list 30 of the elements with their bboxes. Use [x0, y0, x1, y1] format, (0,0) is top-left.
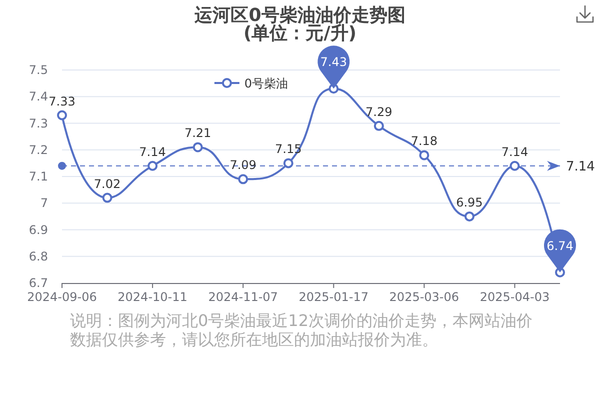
x-tick-label: 2024-10-11 — [118, 290, 188, 304]
y-tick-label: 7.2 — [28, 142, 48, 157]
x-tick-label: 2025-01-17 — [298, 290, 368, 304]
x-tick-label: 2025-03-06 — [389, 290, 460, 304]
y-tick-label: 7 — [40, 196, 48, 210]
y-tick-label: 6.7 — [28, 276, 48, 290]
data-label: 7.02 — [94, 176, 121, 191]
y-tick-label: 7.5 — [28, 63, 48, 77]
subtitle: (单位：元/升) — [243, 23, 357, 44]
ref-line-label: 7.14 — [566, 159, 595, 174]
data-label: 7.43 — [320, 55, 347, 70]
data-label: 6.95 — [456, 195, 483, 210]
y-tick-label: 7.3 — [28, 116, 48, 130]
data-label: 7.14 — [501, 144, 528, 159]
x-tick-label: 2024-09-06 — [27, 290, 97, 304]
y-tick-label: 6.9 — [28, 222, 48, 237]
data-label: 7.18 — [410, 134, 438, 148]
y-tick-label: 7.4 — [28, 90, 48, 104]
annotation: 说明：图例为河北0号柴油最近12次调价的油价走势，本网站油价数据仅供参考，请以您所在地区的加油站报价为准。 — [70, 311, 534, 349]
legend-label: 0号柴油 — [244, 76, 288, 90]
data-label: 7.33 — [48, 94, 76, 108]
data-label: 7.21 — [184, 126, 212, 140]
x-tick-label: 2024-11-07 — [208, 290, 278, 304]
data-label: 7.29 — [366, 104, 392, 119]
y-tick-label: 6.8 — [28, 249, 48, 264]
y-tick-label: 7.1 — [28, 170, 48, 184]
data-label: 6.74 — [546, 238, 574, 253]
x-tick-label: 2025-04-03 — [480, 290, 550, 304]
data-label: 7.09 — [230, 158, 256, 172]
data-label: 7.14 — [139, 144, 166, 159]
